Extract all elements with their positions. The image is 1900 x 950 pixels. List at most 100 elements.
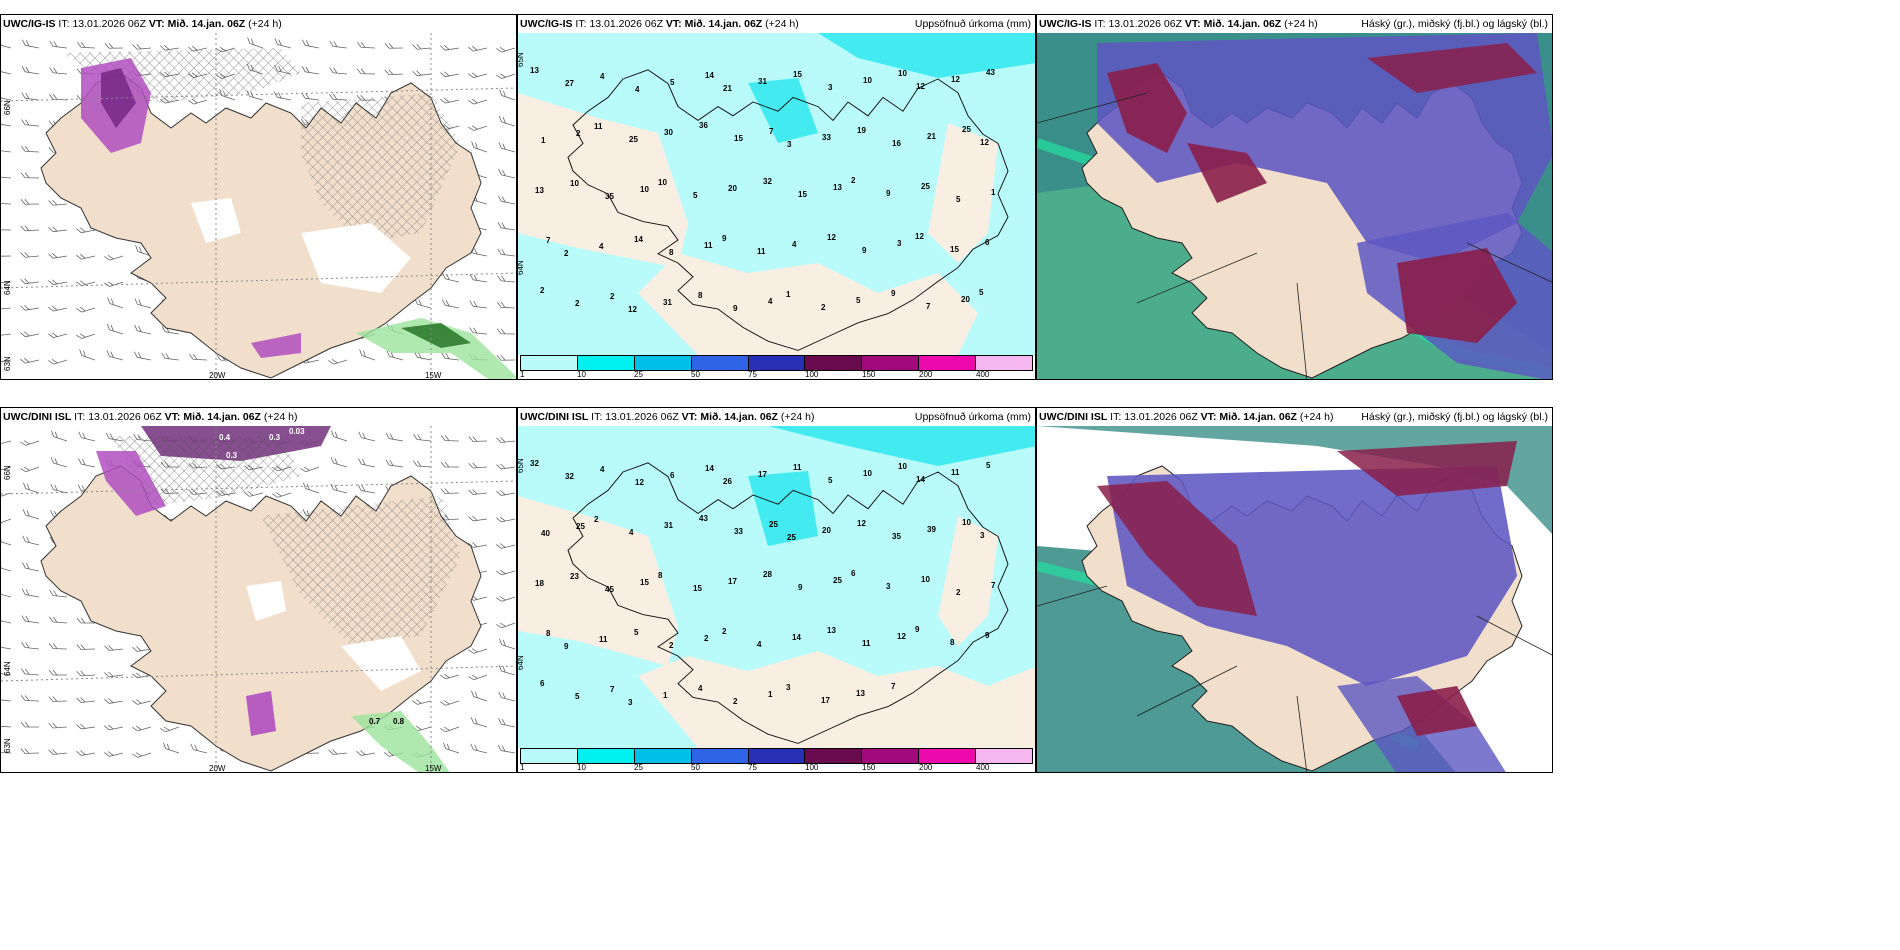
- wind-barb: [468, 125, 488, 131]
- wind-barb: [21, 588, 40, 598]
- lat-label: 63N: [3, 738, 12, 753]
- precip-value: 5: [956, 195, 961, 204]
- precip-value: 5: [634, 628, 639, 637]
- precip-legend: 1 10 25 50 75 100 150 200 400: [518, 353, 1035, 379]
- green-core: [401, 323, 471, 348]
- wind-barb: [21, 615, 40, 624]
- dry-land: [518, 93, 688, 268]
- wind-barb: [359, 349, 376, 361]
- wind-barb: [440, 673, 460, 680]
- precip-value: 1: [786, 290, 791, 299]
- legend-swatch: [862, 749, 920, 763]
- wind-barb: [468, 674, 488, 681]
- precip-value: 9: [733, 304, 738, 313]
- wind-barb: [76, 333, 96, 339]
- legend-ticks: 1 10 25 50 75 100 150 200 400: [520, 763, 1033, 772]
- legend-tick: 200: [919, 370, 933, 379]
- wind-barb: [1, 197, 12, 205]
- precip-value: 7: [769, 127, 774, 136]
- graticule-line: [1, 87, 516, 102]
- wind-barb: [468, 462, 488, 469]
- precip-value: 10: [863, 76, 872, 85]
- wind-barb: [496, 328, 516, 335]
- dry-land: [638, 253, 978, 355]
- wind-barb: [20, 440, 40, 446]
- precip-value: 2: [851, 176, 856, 185]
- wind-barb: [49, 67, 68, 75]
- legend-swatch: [976, 356, 1033, 370]
- panel-header: UWC/IG-IS IT: 13.01.2026 06Z VT: Mið. 14…: [1039, 18, 1318, 30]
- precip-value: 2: [540, 286, 545, 295]
- white-region: [341, 636, 421, 691]
- panel-title: Uppsöfnuð úrkoma (mm): [914, 18, 1031, 30]
- precip-value: 25: [833, 576, 842, 585]
- wind-barb: [21, 92, 40, 101]
- wind-barb: [21, 668, 40, 676]
- precip-value: 9: [886, 189, 891, 198]
- wind-barb: [79, 349, 96, 361]
- precip-value: 43: [986, 68, 995, 77]
- precip-value: 10: [658, 178, 667, 187]
- precip-value: 14: [916, 475, 925, 484]
- wind-barb: [76, 253, 96, 260]
- precip-value: 15: [798, 190, 807, 199]
- legend-swatch: [521, 749, 578, 763]
- lat-label: 64N: [517, 260, 525, 275]
- high-cloud-field: [1337, 441, 1517, 496]
- wind-barb: [160, 726, 180, 733]
- precip-value: 2: [576, 129, 581, 138]
- precip-value: 5: [693, 191, 698, 200]
- precip-value: 18: [535, 579, 544, 588]
- purple-area: [246, 691, 276, 736]
- precip-value: 20: [961, 295, 970, 304]
- precip-value: 25: [576, 522, 585, 531]
- wind-barb: [496, 596, 516, 602]
- wind-barb: [443, 742, 460, 754]
- lat-label: 64N: [517, 655, 525, 670]
- graticule-line: [1136, 252, 1258, 304]
- wind-barb: [188, 353, 208, 361]
- wind-barb: [20, 466, 40, 473]
- wind-barb: [21, 66, 40, 75]
- wind-barb: [468, 648, 488, 654]
- graticule-line: [1037, 92, 1148, 124]
- wind-barb: [104, 724, 124, 731]
- precip-value: 7: [546, 236, 551, 245]
- graticule-line: [1, 480, 516, 495]
- dry-land: [518, 496, 678, 666]
- wind-barb: [496, 516, 516, 523]
- precip-value: 7: [926, 302, 931, 311]
- wind-map: 0.4 0.3 0.03 0.3 0.7 0.8: [1, 426, 516, 772]
- wind-barb: [330, 457, 348, 468]
- legend-tick: 100: [805, 763, 819, 772]
- wind-barb: [76, 750, 96, 756]
- precip-value: 9: [985, 631, 990, 640]
- wind-barb: [21, 39, 40, 49]
- wind-barb: [497, 744, 516, 754]
- precip-value: 33: [734, 527, 743, 536]
- legend-swatch: [691, 356, 749, 370]
- panel-header: UWC/DINI ISL IT: 13.01.2026 06Z VT: Mið.…: [3, 411, 298, 423]
- wind-barb: [48, 252, 68, 259]
- precip-value: 10: [921, 575, 930, 584]
- precip-value: 43: [699, 514, 708, 523]
- high-cloud-field: [1187, 143, 1267, 203]
- wind-barb: [498, 665, 516, 676]
- precip-value: 5: [979, 288, 984, 297]
- precip-value: 2: [733, 697, 738, 706]
- precip-value: 13: [856, 689, 865, 698]
- wind-barb: [1, 439, 12, 445]
- precip-value: 11: [704, 241, 713, 250]
- contour-label: 0.7: [369, 717, 381, 726]
- precip-value: 13: [535, 186, 544, 195]
- hatched-area: [301, 93, 461, 243]
- precip-value: 4: [599, 242, 604, 251]
- wind-barb: [48, 643, 68, 650]
- precip-value: 6: [985, 238, 990, 247]
- cloud-map: [1037, 33, 1552, 379]
- precip-value: 11: [594, 122, 603, 131]
- wind-barb: [499, 638, 516, 650]
- precip-value: 25: [921, 182, 930, 191]
- precip-value: 12: [897, 632, 906, 641]
- precip-value: 8: [950, 638, 955, 647]
